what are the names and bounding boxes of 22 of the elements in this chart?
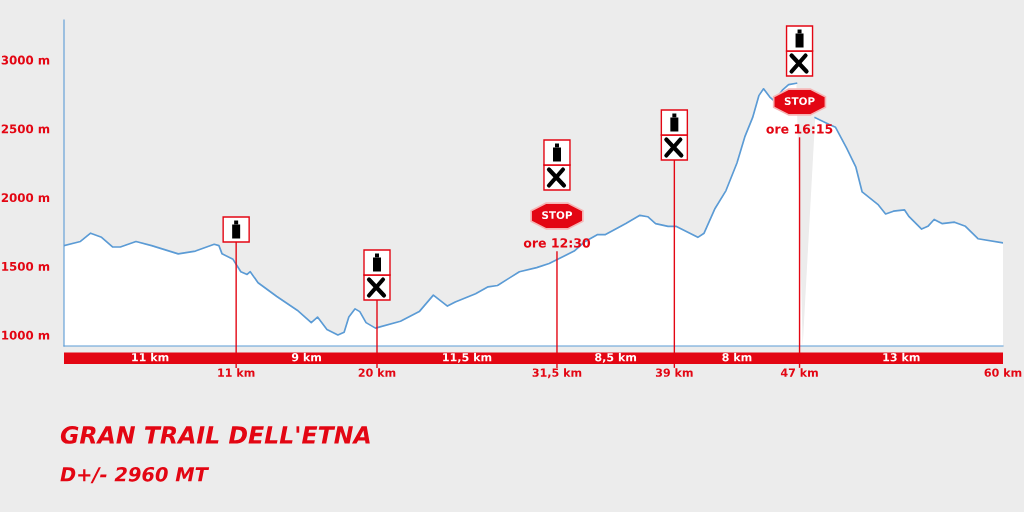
text: 11,5 km [443,352,492,363]
x-tick-label: 60 km [984,368,1022,377]
text: 8 km [722,352,752,362]
x-tick-label: 11 km [218,368,255,377]
annotation: STOP [542,211,573,220]
y-tick-label: 1500 m [2,261,50,271]
text: GRAN TRAIL DELL'ETNA [60,425,370,444]
y-tick-label: 3000 m [1,55,50,65]
x-tick-label: 39 km [655,368,693,377]
y-tick-label: 2000 m [1,193,50,203]
text: 11 km [132,352,169,362]
text: 8,5 km [595,352,637,363]
text: 9 km [291,352,321,362]
y-tick-label: 1000 m [2,330,50,340]
y-tick-label: 2500 m [1,124,50,134]
x-tick-label: 47 km [780,368,818,377]
annotation: STOP [784,97,815,106]
x-tick-label: 20 km [358,368,396,377]
text: D+/- 2960 MT [60,466,210,484]
annotation: ore 16:15 [766,124,833,134]
text: 13 km [883,352,920,362]
x-tick-label: 31,5 km [532,368,582,379]
